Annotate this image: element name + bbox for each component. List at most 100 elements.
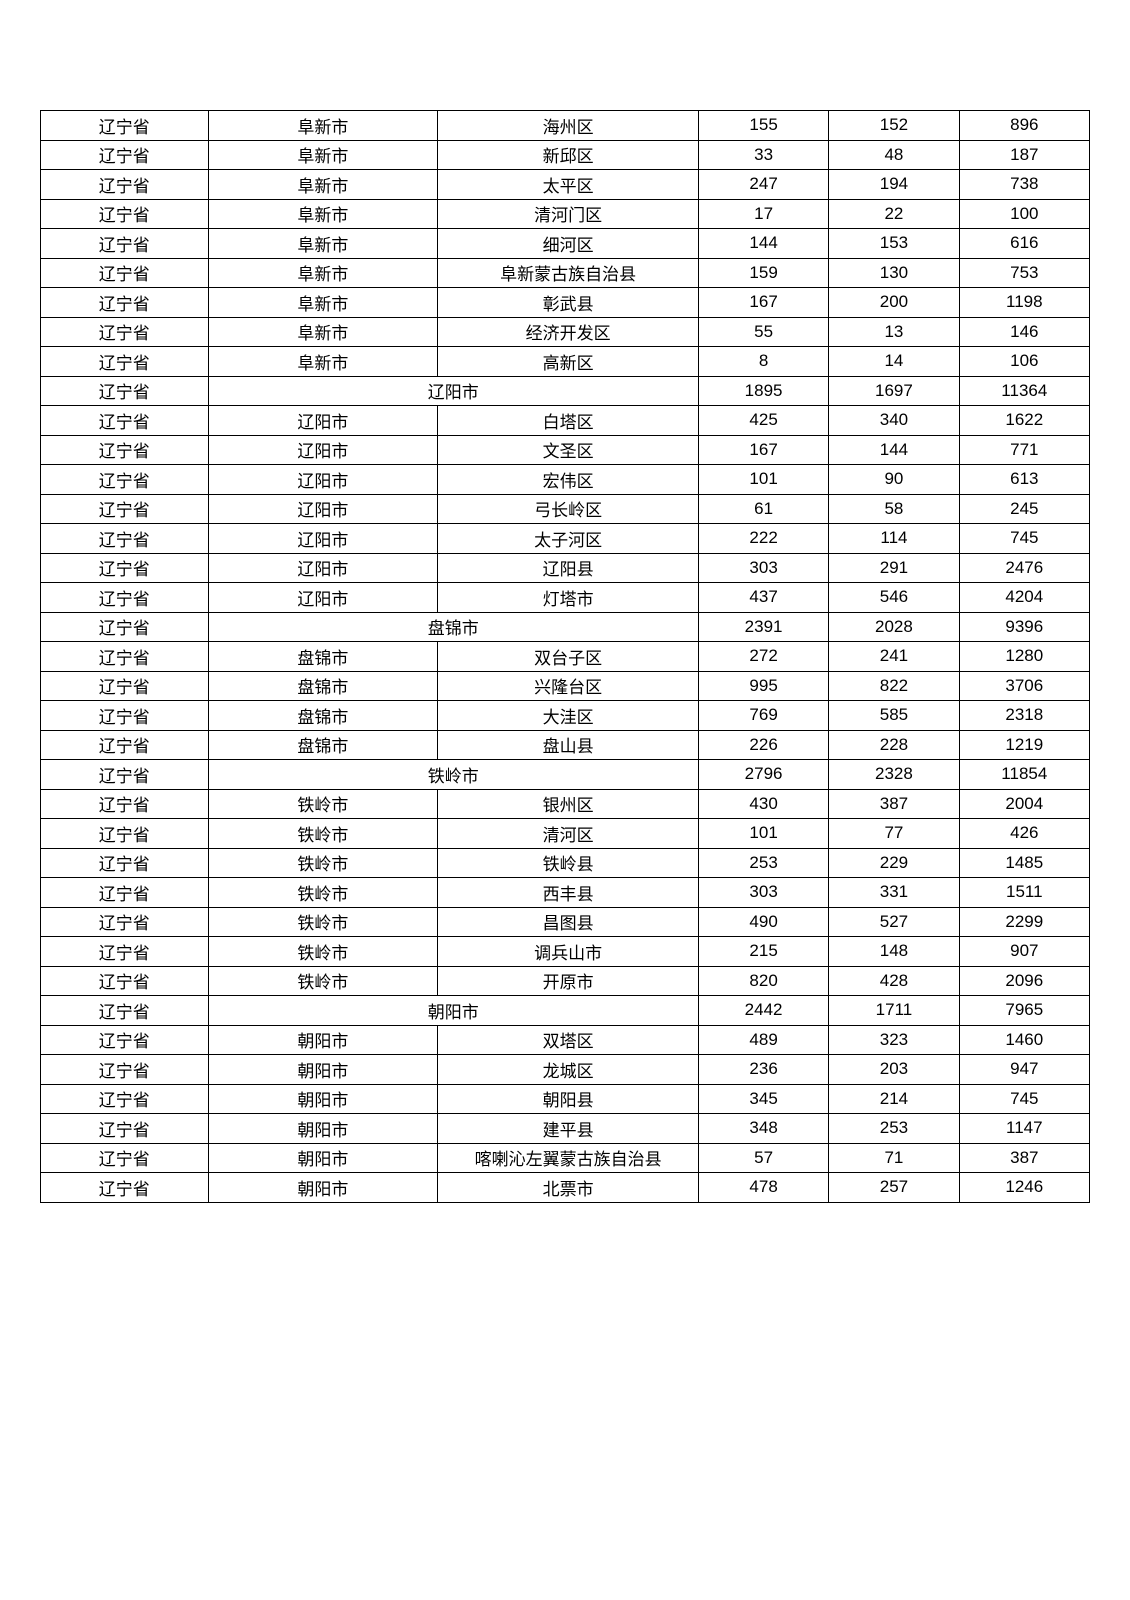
cell-district: 双塔区 bbox=[438, 1025, 699, 1055]
cell-city-summary: 盘锦市 bbox=[208, 612, 698, 642]
cell-v2: 291 bbox=[829, 553, 959, 583]
cell-district: 开原市 bbox=[438, 966, 699, 996]
cell-district: 大洼区 bbox=[438, 701, 699, 731]
cell-district: 辽阳县 bbox=[438, 553, 699, 583]
cell-city: 朝阳市 bbox=[208, 1084, 438, 1114]
cell-city: 铁岭市 bbox=[208, 848, 438, 878]
cell-v2: 214 bbox=[829, 1084, 959, 1114]
cell-province: 辽宁省 bbox=[41, 701, 209, 731]
cell-v3: 1147 bbox=[959, 1114, 1089, 1144]
cell-v2: 144 bbox=[829, 435, 959, 465]
table-row: 辽宁省朝阳市龙城区236203947 bbox=[41, 1055, 1090, 1085]
cell-district: 兴隆台区 bbox=[438, 671, 699, 701]
cell-province: 辽宁省 bbox=[41, 760, 209, 790]
table-row: 辽宁省辽阳市太子河区222114745 bbox=[41, 524, 1090, 554]
cell-district: 调兵山市 bbox=[438, 937, 699, 967]
cell-v2: 1697 bbox=[829, 376, 959, 406]
cell-city: 阜新市 bbox=[208, 288, 438, 318]
cell-v3: 613 bbox=[959, 465, 1089, 495]
cell-v3: 1460 bbox=[959, 1025, 1089, 1055]
cell-v1: 2796 bbox=[698, 760, 828, 790]
cell-v2: 323 bbox=[829, 1025, 959, 1055]
cell-district: 清河区 bbox=[438, 819, 699, 849]
cell-v1: 303 bbox=[698, 553, 828, 583]
table-row: 辽宁省辽阳市白塔区4253401622 bbox=[41, 406, 1090, 436]
cell-v1: 155 bbox=[698, 111, 828, 141]
cell-province: 辽宁省 bbox=[41, 1055, 209, 1085]
table-row: 辽宁省铁岭市银州区4303872004 bbox=[41, 789, 1090, 819]
cell-v1: 820 bbox=[698, 966, 828, 996]
cell-v1: 430 bbox=[698, 789, 828, 819]
cell-v3: 3706 bbox=[959, 671, 1089, 701]
cell-v3: 387 bbox=[959, 1143, 1089, 1173]
cell-v2: 257 bbox=[829, 1173, 959, 1203]
cell-district: 海州区 bbox=[438, 111, 699, 141]
cell-district: 太子河区 bbox=[438, 524, 699, 554]
cell-city: 朝阳市 bbox=[208, 1025, 438, 1055]
cell-district: 白塔区 bbox=[438, 406, 699, 436]
cell-city: 辽阳市 bbox=[208, 494, 438, 524]
cell-v1: 437 bbox=[698, 583, 828, 613]
cell-v2: 77 bbox=[829, 819, 959, 849]
cell-v2: 1711 bbox=[829, 996, 959, 1026]
cell-v1: 303 bbox=[698, 878, 828, 908]
table-row: 辽宁省辽阳市灯塔市4375464204 bbox=[41, 583, 1090, 613]
cell-district: 灯塔市 bbox=[438, 583, 699, 613]
cell-v3: 2004 bbox=[959, 789, 1089, 819]
cell-v3: 1485 bbox=[959, 848, 1089, 878]
table-row: 辽宁省朝阳市朝阳县345214745 bbox=[41, 1084, 1090, 1114]
cell-v1: 159 bbox=[698, 258, 828, 288]
cell-district: 彰武县 bbox=[438, 288, 699, 318]
cell-district: 西丰县 bbox=[438, 878, 699, 908]
table-row: 辽宁省阜新市太平区247194738 bbox=[41, 170, 1090, 200]
cell-city: 辽阳市 bbox=[208, 406, 438, 436]
cell-district: 细河区 bbox=[438, 229, 699, 259]
cell-city: 阜新市 bbox=[208, 229, 438, 259]
cell-v1: 2442 bbox=[698, 996, 828, 1026]
table-row: 辽宁省辽阳市弓长岭区6158245 bbox=[41, 494, 1090, 524]
table-row: 辽宁省盘锦市大洼区7695852318 bbox=[41, 701, 1090, 731]
table-row: 辽宁省铁岭市2796232811854 bbox=[41, 760, 1090, 790]
cell-v3: 753 bbox=[959, 258, 1089, 288]
cell-v3: 11854 bbox=[959, 760, 1089, 790]
cell-province: 辽宁省 bbox=[41, 996, 209, 1026]
table-row: 辽宁省铁岭市清河区10177426 bbox=[41, 819, 1090, 849]
cell-v1: 144 bbox=[698, 229, 828, 259]
cell-v2: 229 bbox=[829, 848, 959, 878]
cell-v3: 738 bbox=[959, 170, 1089, 200]
cell-v1: 222 bbox=[698, 524, 828, 554]
cell-district: 双台子区 bbox=[438, 642, 699, 672]
cell-v3: 745 bbox=[959, 524, 1089, 554]
table-row: 辽宁省朝阳市建平县3482531147 bbox=[41, 1114, 1090, 1144]
table-row: 辽宁省盘锦市盘山县2262281219 bbox=[41, 730, 1090, 760]
cell-province: 辽宁省 bbox=[41, 1025, 209, 1055]
cell-v1: 425 bbox=[698, 406, 828, 436]
cell-v3: 106 bbox=[959, 347, 1089, 377]
table-row: 辽宁省辽阳市辽阳县3032912476 bbox=[41, 553, 1090, 583]
cell-district: 建平县 bbox=[438, 1114, 699, 1144]
cell-v3: 896 bbox=[959, 111, 1089, 141]
cell-v1: 33 bbox=[698, 140, 828, 170]
cell-province: 辽宁省 bbox=[41, 111, 209, 141]
cell-district: 朝阳县 bbox=[438, 1084, 699, 1114]
cell-v3: 146 bbox=[959, 317, 1089, 347]
cell-city: 朝阳市 bbox=[208, 1173, 438, 1203]
cell-province: 辽宁省 bbox=[41, 878, 209, 908]
cell-v2: 585 bbox=[829, 701, 959, 731]
cell-v2: 130 bbox=[829, 258, 959, 288]
table-row: 辽宁省阜新市海州区155152896 bbox=[41, 111, 1090, 141]
cell-v2: 203 bbox=[829, 1055, 959, 1085]
cell-province: 辽宁省 bbox=[41, 612, 209, 642]
cell-district: 龙城区 bbox=[438, 1055, 699, 1085]
cell-v2: 22 bbox=[829, 199, 959, 229]
cell-v1: 2391 bbox=[698, 612, 828, 642]
cell-v2: 194 bbox=[829, 170, 959, 200]
cell-v1: 995 bbox=[698, 671, 828, 701]
cell-v1: 478 bbox=[698, 1173, 828, 1203]
cell-v1: 769 bbox=[698, 701, 828, 731]
cell-v1: 215 bbox=[698, 937, 828, 967]
cell-v3: 2096 bbox=[959, 966, 1089, 996]
cell-v2: 90 bbox=[829, 465, 959, 495]
cell-province: 辽宁省 bbox=[41, 317, 209, 347]
cell-v1: 8 bbox=[698, 347, 828, 377]
